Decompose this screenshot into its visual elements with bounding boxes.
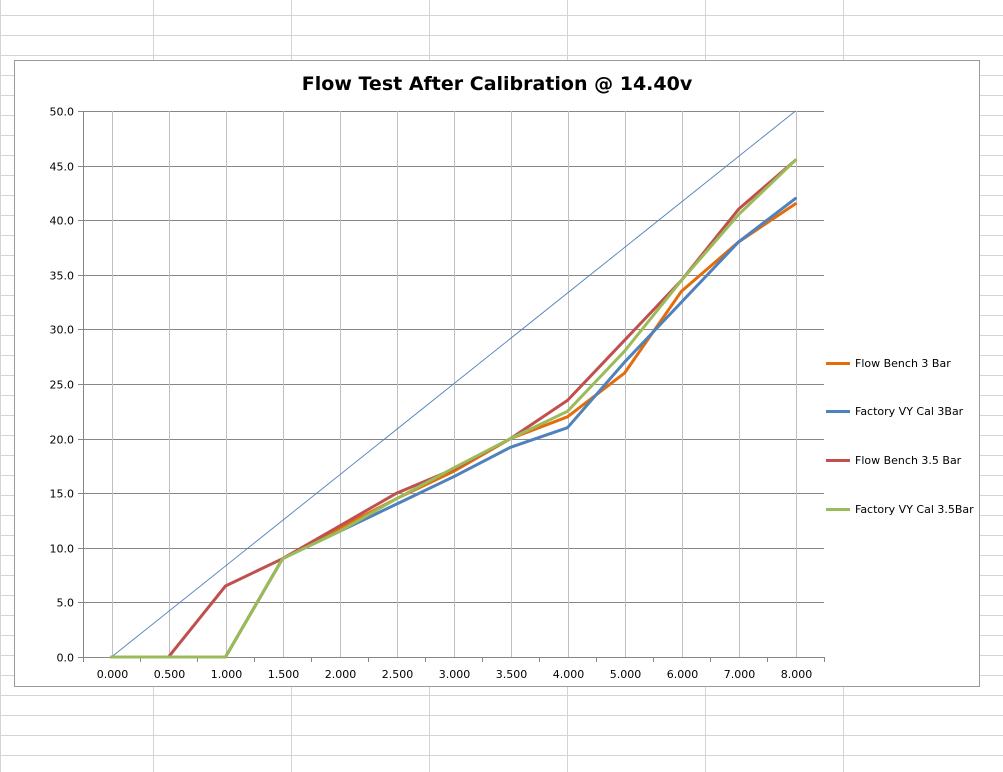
y-tick-label: 50.0 bbox=[50, 106, 75, 119]
y-tick-label: 40.0 bbox=[50, 215, 75, 228]
y-tick-label: 45.0 bbox=[50, 161, 75, 174]
y-tick-label: 0.0 bbox=[57, 652, 75, 665]
x-tick-label: 5.000 bbox=[610, 668, 642, 681]
y-tick-label: 15.0 bbox=[50, 488, 75, 501]
y-tick-label: 35.0 bbox=[50, 270, 75, 283]
y-tick-label: 25.0 bbox=[50, 379, 75, 392]
legend-label: Flow Bench 3.5 Bar bbox=[855, 453, 962, 467]
chart-area[interactable] bbox=[14, 60, 980, 687]
x-tick-label: 0.500 bbox=[154, 668, 186, 681]
plot-area: 0.0 5.0 10.0 15.0 20.0 25.0 30.0 35.0 40.0 45.0 50… bbox=[50, 106, 825, 681]
y-tick-label: 5.0 bbox=[57, 597, 75, 610]
legend-label: Flow Bench 3 Bar bbox=[855, 356, 951, 370]
x-tick-label: 6.000 bbox=[667, 668, 699, 681]
legend-item: Flow Bench 3 Bar bbox=[826, 355, 951, 371]
legend-swatch bbox=[826, 361, 850, 365]
legend-swatch bbox=[826, 507, 850, 511]
x-tick-label: 3.500 bbox=[496, 668, 528, 681]
x-tick-label: 8.000 bbox=[781, 668, 813, 681]
x-tick-label: 0.000 bbox=[97, 668, 129, 681]
series-line bbox=[110, 202, 797, 659]
legend-item: Flow Bench 3.5 Bar bbox=[826, 452, 961, 468]
series-line bbox=[110, 158, 797, 659]
x-tick-label: 2.500 bbox=[382, 668, 414, 681]
series-line bbox=[110, 158, 797, 659]
x-tick-label: 4.000 bbox=[553, 668, 585, 681]
legend-swatch bbox=[826, 409, 850, 413]
chart-title: Flow Test After Calibration @ 14.40v bbox=[301, 73, 693, 95]
legend-item: Factory VY Cal 3Bar bbox=[826, 403, 963, 419]
x-tick-label: 1.500 bbox=[268, 668, 300, 681]
x-tick-label: 1.000 bbox=[211, 668, 243, 681]
y-tick-label: 20.0 bbox=[50, 434, 75, 447]
y-tick-label: 30.0 bbox=[50, 324, 75, 337]
x-tick-label: 3.000 bbox=[439, 668, 471, 681]
x-tick-label: 7.000 bbox=[724, 668, 756, 681]
reference-line bbox=[111, 110, 796, 658]
x-tick-label: 2.000 bbox=[325, 668, 357, 681]
y-tick-label: 10.0 bbox=[50, 543, 75, 556]
legend-swatch bbox=[826, 458, 850, 462]
legend-label: Factory VY Cal 3Bar bbox=[855, 404, 964, 418]
legend-item: Factory VY Cal 3.5Bar bbox=[826, 501, 974, 517]
legend-label: Factory VY Cal 3.5Bar bbox=[855, 502, 974, 516]
